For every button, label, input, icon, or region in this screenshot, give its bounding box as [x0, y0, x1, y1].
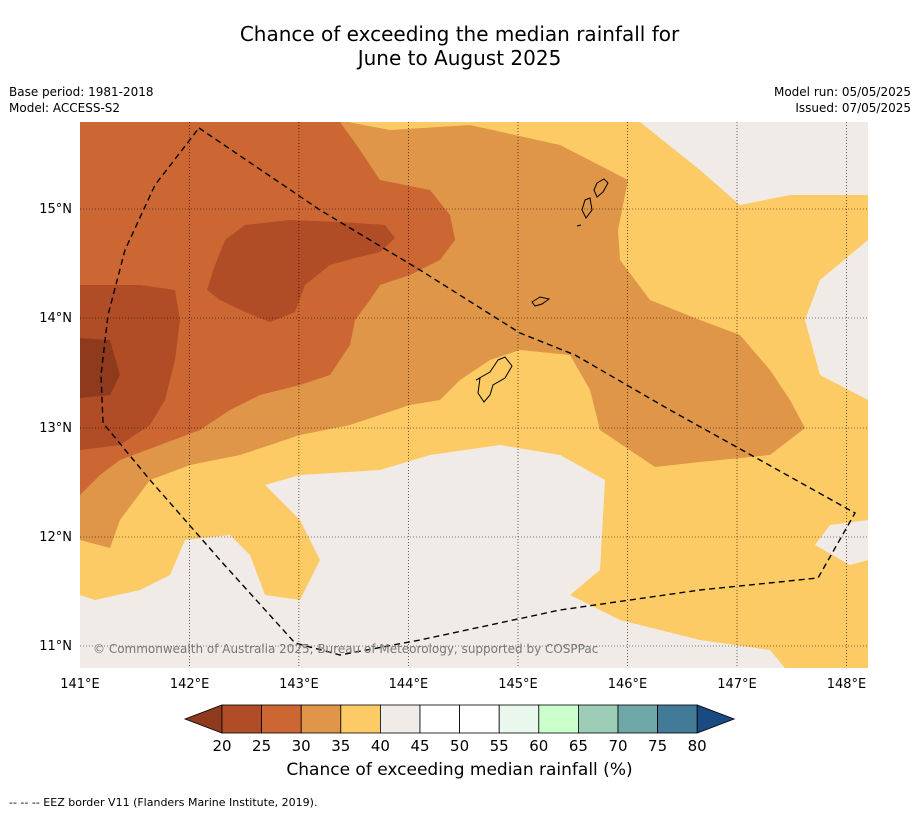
model-name: Model: ACCESS-S2: [9, 101, 121, 115]
island-aguijan: [576, 224, 582, 227]
island-outlines: [475, 178, 609, 403]
lat-tick-11: 11°N: [39, 639, 72, 654]
lon-tick-143: 143°E: [279, 677, 319, 692]
colorbar-swatch: [221, 704, 262, 734]
island-rota: [531, 296, 551, 307]
colorbar-swatch: [498, 704, 540, 734]
colorbar-tick-label: 40: [371, 737, 390, 755]
colorbar-tick-label: 35: [331, 737, 350, 755]
title-line-2: June to August 2025: [357, 46, 562, 70]
colorbar-tick-label: 80: [688, 737, 707, 755]
colorbar-swatch: [617, 704, 658, 734]
rainfall-map: © Commonwealth of Australia 2025, Bureau…: [39, 122, 868, 755]
region-20-25: [80, 285, 180, 450]
lat-tick-labels: 15°N 14°N 13°N 12°N 11°N: [39, 202, 72, 654]
base-period: Base period: 1981-2018: [9, 85, 154, 99]
colorbar-tick-label: 50: [450, 737, 469, 755]
colorbar-extend-low: [183, 704, 223, 734]
colorbar: 20 25 30 35 40 45 50 55 60 65 70 75 80: [183, 704, 736, 755]
colorbar-swatch: [261, 704, 302, 734]
colorbar-swatch: [379, 704, 421, 734]
lon-tick-148: 148°E: [827, 677, 867, 692]
colorbar-tick-label: 30: [292, 737, 311, 755]
region-20-25-b: [207, 220, 395, 322]
colorbar-tick-label: 70: [608, 737, 627, 755]
colorbar-swatch: [459, 704, 500, 734]
colorbar-swatch: [578, 704, 619, 734]
colorbar-tick-label: 65: [569, 737, 588, 755]
colorbar-tick-label: 45: [410, 737, 429, 755]
lon-tick-147: 147°E: [717, 677, 757, 692]
lon-tick-labels: 141°E 142°E 143°E 144°E 145°E 146°E 147°…: [60, 677, 866, 692]
lon-tick-146: 146°E: [608, 677, 648, 692]
colorbar-tick-label: 25: [252, 737, 271, 755]
colorbar-tick-label: 75: [648, 737, 667, 755]
island-saipan: [593, 178, 609, 198]
region-40-45-patch: [440, 478, 515, 500]
colorbar-tick-label: 20: [212, 737, 231, 755]
graticule: [80, 122, 868, 668]
colorbar-swatch: [419, 704, 460, 734]
copyright-notice: © Commonwealth of Australia 2025, Bureau…: [93, 642, 598, 656]
region-below-20: [80, 338, 120, 398]
island-guam: [475, 356, 513, 403]
model-run: Model run: 05/05/2025: [773, 85, 911, 99]
colorbar-swatch: [657, 704, 698, 734]
map-plot-area: © Commonwealth of Australia 2025, Bureau…: [80, 122, 868, 668]
lon-tick-144: 144°E: [389, 677, 429, 692]
lon-tick-142: 142°E: [170, 677, 210, 692]
lat-tick-12: 12°N: [39, 530, 72, 545]
colorbar-tick-label: 60: [529, 737, 548, 755]
colorbar-label: Chance of exceeding median rainfall (%): [286, 760, 633, 780]
chart-title: Chance of exceeding the median rainfall …: [0, 22, 919, 70]
footer-legend: -- -- -- EEZ border V11 (Flanders Marine…: [9, 796, 318, 809]
lon-tick-141: 141°E: [60, 677, 100, 692]
colorbar-swatch: [538, 704, 579, 734]
lon-tick-145: 145°E: [498, 677, 538, 692]
colorbar-swatch: [340, 704, 381, 734]
meta-left: Base period: 1981-2018 Model: ACCESS-S2: [9, 84, 154, 116]
lat-tick-14: 14°N: [39, 311, 72, 326]
eez-border: [100, 127, 856, 656]
title-line-1: Chance of exceeding the median rainfall …: [239, 22, 680, 46]
colorbar-swatch: [300, 704, 342, 734]
issued-date: Issued: 07/05/2025: [795, 101, 911, 115]
meta-right: Model run: 05/05/2025 Issued: 07/05/2025: [774, 84, 911, 116]
lat-tick-15: 15°N: [39, 202, 72, 217]
colorbar-extend-high: [696, 704, 736, 734]
lat-tick-13: 13°N: [39, 421, 72, 436]
colorbar-tick-label: 55: [490, 737, 509, 755]
island-tinian: [581, 197, 593, 219]
